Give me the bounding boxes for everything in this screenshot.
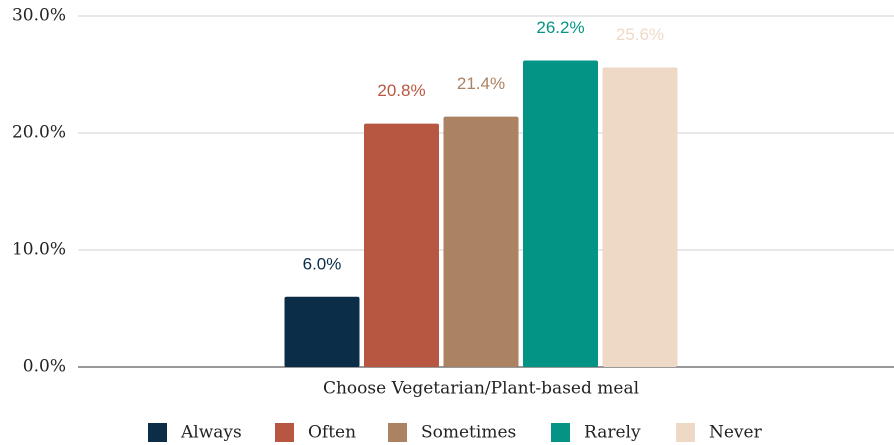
bar [523,60,598,368]
legend-label: Sometimes [421,423,516,443]
bar [602,67,678,367]
legend-swatch [275,423,294,442]
bar [364,123,439,367]
y-tick-label: 20.0% [12,123,66,143]
legend-swatch [148,423,167,442]
data-label: 25.6% [616,25,664,44]
legend-swatch [388,423,407,442]
legend-label: Rarely [584,423,641,443]
legend-swatch [676,423,695,442]
legend-label: Never [709,423,763,443]
bar [443,116,519,368]
data-label: 21.4% [457,74,505,93]
data-label: 20.8% [377,81,425,100]
y-tick-label: 30.0% [12,6,66,26]
data-label: 26.2% [536,18,584,37]
bar [284,296,360,367]
y-tick-label: 10.0% [12,240,66,260]
x-tick-label: Choose Vegetarian/Plant-based meal [323,379,639,399]
data-label: 6.0% [303,254,342,273]
legend-label: Always [180,423,242,443]
legend-label: Often [308,423,356,443]
legend-swatch [551,423,570,442]
y-tick-label: 0.0% [23,357,66,377]
